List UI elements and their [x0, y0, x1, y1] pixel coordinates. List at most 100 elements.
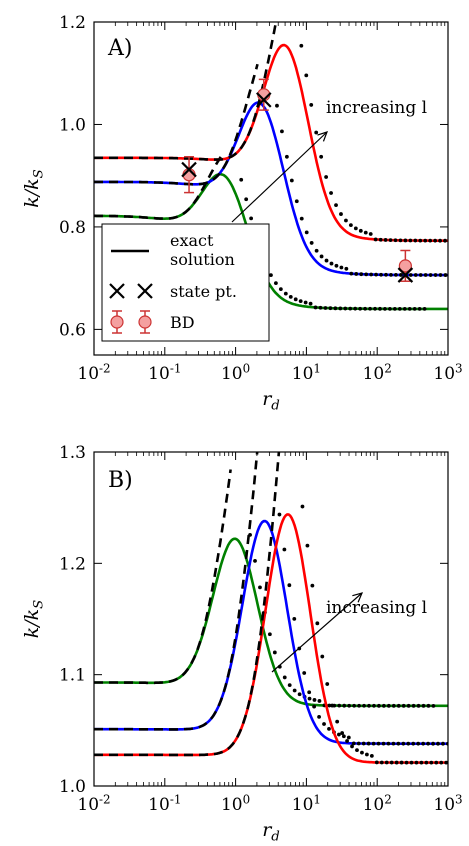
- dotted-asymptote-point-3: [339, 212, 343, 216]
- legend-exact-label-line1: exact: [170, 231, 214, 250]
- dotted-asymptote-point-1: [239, 178, 243, 182]
- dotted-asymptote-point-1: [279, 287, 283, 291]
- dotted-asymptote-point-2: [362, 742, 366, 746]
- dotted-asymptote-point-3: [405, 761, 409, 765]
- dotted-asymptote-point-2: [292, 617, 296, 621]
- y-tick-label: 1.1: [59, 666, 86, 686]
- dotted-asymptote-point-2: [426, 742, 430, 746]
- dotted-asymptote-point-2: [287, 583, 291, 587]
- dotted-asymptote-point-1: [397, 704, 401, 708]
- dotted-asymptote-point-3: [335, 720, 339, 724]
- dotted-asymptote-point-1: [299, 299, 303, 303]
- dotted-asymptote-point-2: [411, 742, 415, 746]
- dotted-asymptote-point-3: [400, 761, 404, 765]
- dotted-asymptote-point-1: [398, 307, 402, 311]
- dotted-asymptote-point-1: [269, 273, 273, 277]
- dotted-asymptote-point-1: [293, 689, 297, 693]
- dotted-asymptote-point-3: [424, 761, 428, 765]
- dotted-asymptote-point-3: [390, 761, 394, 765]
- dotted-asymptote-point-1: [273, 651, 277, 655]
- dotted-asymptote-point-2: [421, 742, 425, 746]
- dotted-asymptote-point-2: [382, 742, 386, 746]
- dotted-asymptote-point-2: [409, 273, 413, 277]
- dotted-asymptote-point-2: [441, 742, 445, 746]
- dotted-asymptote-point-3: [349, 223, 353, 227]
- dotted-asymptote-point-2: [434, 273, 438, 277]
- panel-label: B): [108, 468, 133, 493]
- dotted-asymptote-point-3: [429, 761, 433, 765]
- dotted-asymptote-point-1: [363, 307, 367, 311]
- dotted-asymptote-point-1: [408, 307, 412, 311]
- dotted-asymptote-point-1: [412, 704, 416, 708]
- dotted-asymptote-point-1: [382, 704, 386, 708]
- dotted-asymptote-point-3: [438, 239, 442, 243]
- dotted-asymptote-point-3: [355, 748, 359, 752]
- dotted-asymptote-point-2: [416, 742, 420, 746]
- dotted-asymptote-point-2: [424, 273, 428, 277]
- dotted-asymptote-point-1: [253, 559, 257, 563]
- dashed-asymptote-3: [94, 400, 283, 755]
- dotted-asymptote-point-1: [422, 704, 426, 708]
- dotted-asymptote-point-3: [334, 203, 338, 207]
- dotted-asymptote-point-2: [320, 255, 324, 259]
- x-tick-label: 100: [221, 792, 250, 815]
- dotted-asymptote-point-1: [319, 306, 323, 310]
- dotted-asymptote-point-2: [389, 273, 393, 277]
- dotted-asymptote-point-1: [373, 307, 377, 311]
- dotted-asymptote-point-3: [415, 761, 419, 765]
- y-axis-label: k/kS: [21, 600, 47, 639]
- dotted-asymptote-point-2: [315, 249, 319, 253]
- dotted-asymptote-point-1: [392, 704, 396, 708]
- dotted-asymptote-point-1: [249, 217, 253, 221]
- dotted-asymptote-point-2: [384, 273, 388, 277]
- dotted-asymptote-point-3: [354, 227, 358, 231]
- dotted-asymptote-point-1: [329, 306, 333, 310]
- dotted-asymptote-point-1: [288, 683, 292, 687]
- dotted-asymptote-point-2: [369, 273, 373, 277]
- dotted-asymptote-point-2: [330, 262, 334, 266]
- dotted-asymptote-point-1: [268, 632, 272, 636]
- dashed-asymptote-1: [94, 155, 222, 218]
- dotted-asymptote-point-3: [364, 231, 368, 235]
- dotted-asymptote-point-2: [335, 264, 339, 268]
- dotted-asymptote-point-2: [436, 742, 440, 746]
- dotted-asymptote-point-1: [343, 307, 347, 311]
- dotted-asymptote-point-2: [367, 742, 371, 746]
- legend-exact-label-line2: solution: [170, 250, 235, 269]
- dotted-asymptote-point-1: [378, 307, 382, 311]
- x-tick-label: 10-1: [148, 361, 181, 384]
- dotted-asymptote-point-1: [313, 698, 317, 702]
- dotted-asymptote-point-2: [310, 241, 314, 245]
- dotted-asymptote-point-3: [319, 155, 323, 159]
- y-tick-label: 1.2: [59, 554, 86, 574]
- dotted-asymptote-point-3: [389, 238, 393, 242]
- dotted-asymptote-point-2: [275, 104, 279, 108]
- dotted-asymptote-point-2: [325, 259, 329, 263]
- x-axis-label: rd: [262, 819, 280, 845]
- dotted-asymptote-point-2: [278, 513, 282, 517]
- panel-b: 10-2 10-1 100 101 102 1031.01.11.21.3rdk/kSB)…: [21, 400, 463, 845]
- x-tick-label: 10-1: [148, 792, 181, 815]
- dotted-asymptote-point-3: [320, 655, 324, 659]
- x-tick-label: 101: [292, 361, 321, 384]
- dotted-asymptote-point-3: [434, 761, 438, 765]
- y-axis-label: k/kS: [21, 169, 47, 208]
- dotted-asymptote-point-2: [339, 266, 343, 270]
- series-curve-3: [94, 514, 448, 762]
- dotted-asymptote-point-2: [429, 273, 433, 277]
- dotted-asymptote-point-1: [368, 307, 372, 311]
- dotted-asymptote-point-2: [387, 742, 391, 746]
- dotted-asymptote-point-2: [444, 273, 448, 277]
- dotted-asymptote-point-1: [352, 704, 356, 708]
- y-tick-label: 1.0: [59, 115, 86, 135]
- dotted-asymptote-point-3: [365, 753, 369, 757]
- dotted-asymptote-point-1: [362, 704, 366, 708]
- dotted-asymptote-point-3: [310, 584, 314, 588]
- dotted-asymptote-point-2: [312, 705, 316, 709]
- dotted-asymptote-point-3: [306, 544, 310, 548]
- dotted-asymptote-point-3: [370, 754, 374, 758]
- x-tick-label: 101: [292, 792, 321, 815]
- dotted-asymptote-point-3: [395, 761, 399, 765]
- dotted-asymptote-point-3: [423, 239, 427, 243]
